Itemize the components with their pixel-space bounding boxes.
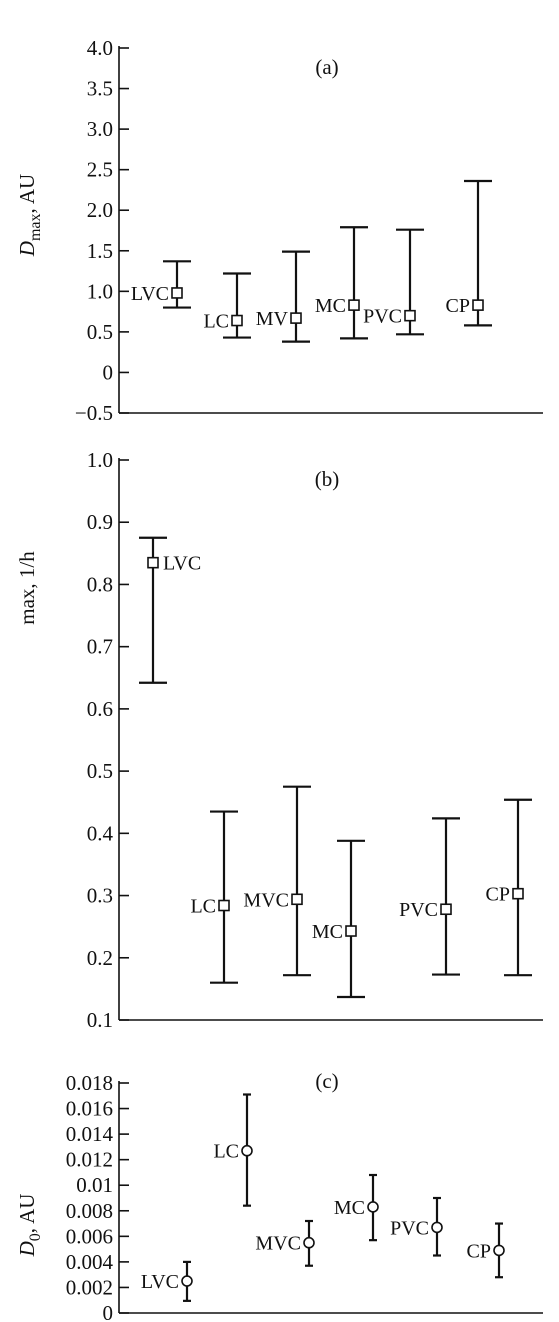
data-point-lc: LC [203,272,251,339]
y-tick-label: 2.0 [87,198,113,222]
data-point-cp: CP [486,798,532,977]
y-tick-label: 0 [103,360,114,384]
square-marker [440,903,452,916]
square-marker [231,314,243,327]
y-tick-label: 1.0 [87,279,113,303]
y-tick-label: 0.008 [66,1199,113,1223]
circle-marker [431,1221,443,1234]
square-marker [345,925,357,937]
circle-marker [241,1144,253,1157]
point-label: PVC [390,1217,429,1239]
panel-label: (c) [315,1069,338,1093]
square-marker [290,312,302,324]
y-tick-label: 0.006 [66,1224,113,1248]
data-point-lvc: LVC [131,260,191,309]
square-marker [218,899,230,912]
y-axis-title: Dmax, AU [15,174,44,257]
y-tick-label: 0.018 [66,1071,113,1095]
y-tick-label: 3.0 [87,117,113,141]
point-label: CP [446,295,470,317]
point-label: MC [315,295,346,317]
panel-1: 4.0 3.5 3.0 2.5 2.0 1.5 1.0 0.5 0 −0.5 (a) Dmax, AU… [15,36,543,425]
y-tick-label: 4.0 [87,36,113,60]
data-point-mv: MV [256,250,310,343]
data-point-pvc: PVC [390,1196,443,1257]
point-label: LVC [131,283,169,305]
data-point-pvc: PVC [399,817,460,976]
circle-marker [493,1244,505,1257]
y-tick-label: −0.5 [75,401,113,425]
y-tick-label: 1.5 [87,239,113,263]
y-tick-label: 0.002 [66,1275,113,1299]
data-point-mc: MC [312,839,365,999]
y-tick-label: 0.6 [87,697,113,721]
point-label: MVC [243,889,289,911]
data-point-lc: LC [190,810,238,984]
y-tick-label: 3.5 [87,77,113,101]
y-tick-label: 0.9 [87,510,113,534]
y-tick-label: 2.5 [87,158,113,182]
data-point-mvc: MVC [243,785,311,977]
y-axis-title: D0, AU [15,1194,44,1258]
y-tick-label: 0.8 [87,572,113,596]
point-label: LVC [141,1271,179,1293]
panel-2: 1.0 0.9 0.8 0.7 0.6 0.5 0.4 0.3 0.2 0.1 (b) max, 1/… [15,448,543,1032]
y-tick-label: 0.5 [87,759,113,783]
point-label: CP [486,884,510,906]
square-marker [171,287,183,299]
panel-label: (b) [315,467,340,491]
square-marker [348,299,360,311]
y-tick-label: 0.3 [87,884,113,908]
y-tick-label: 0.014 [66,1122,114,1146]
data-point-mc: MC [315,226,368,340]
square-marker [472,299,484,311]
y-tick-label: 0.4 [87,821,114,845]
y-tick-label: 0.1 [87,1008,113,1032]
square-marker [147,556,159,569]
circle-marker [181,1275,193,1287]
y-tick-label: 0.012 [66,1148,113,1172]
data-point-lvc: LVC [139,536,201,684]
data-point-mvc: MVC [255,1219,315,1267]
panel-label: (a) [315,55,338,79]
panel-3: 0.0180.0160.0140.0120.010.0080.0060.0040… [15,1069,543,1322]
point-label: CP [467,1240,491,1262]
point-label: MV [256,308,289,330]
y-tick-label: 0.7 [87,635,113,659]
square-marker [291,893,303,906]
square-marker [404,309,416,322]
point-label: LC [213,1141,239,1163]
y-tick-label: 0.2 [87,946,113,970]
y-tick-label: 0.016 [66,1097,113,1121]
point-label: PVC [363,306,402,328]
square-marker [512,887,524,900]
point-label: MC [312,921,343,943]
y-tick-label: 0.004 [66,1250,114,1274]
y-tick-label: 0.01 [76,1173,113,1197]
data-point-lc: LC [213,1093,253,1207]
y-tick-label: 0 [103,1301,114,1322]
y-axis-title: max, 1/h [15,551,39,625]
y-tick-label: 0.5 [87,320,113,344]
y-tick-label: 1.0 [87,448,113,472]
point-label: LC [190,896,216,918]
point-label: PVC [399,899,438,921]
point-label: MC [334,1197,365,1219]
point-label: LVC [163,553,201,575]
circle-marker [303,1236,315,1249]
data-point-pvc: PVC [363,228,424,336]
circle-marker [367,1201,379,1213]
data-point-cp: CP [446,179,492,327]
data-point-cp: CP [467,1222,505,1279]
point-label: MVC [255,1233,301,1255]
point-label: LC [203,311,229,333]
data-point-lvc: LVC [141,1260,193,1302]
data-point-mc: MC [334,1173,379,1242]
